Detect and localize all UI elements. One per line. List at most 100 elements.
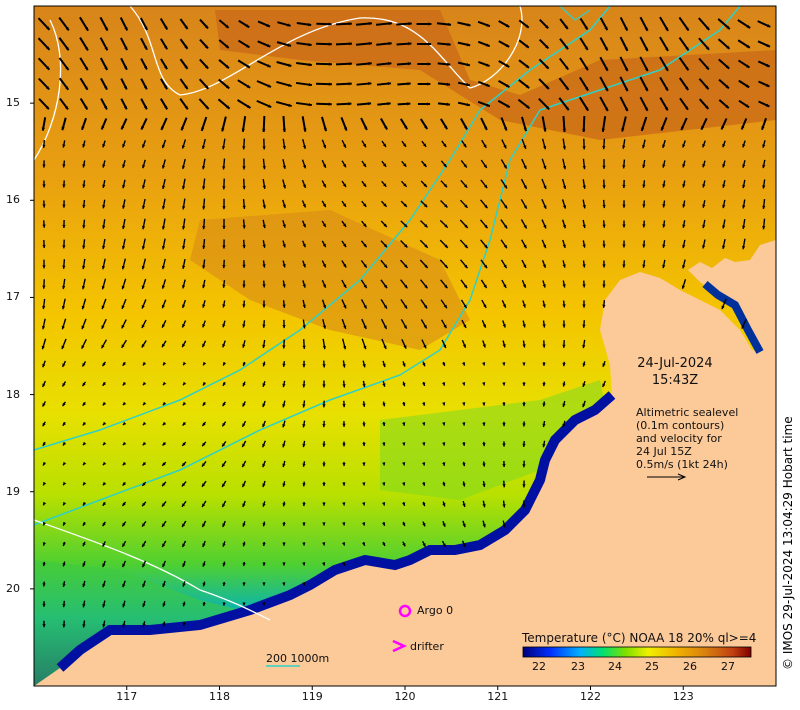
velocity-arrowhead [262, 264, 266, 268]
velocity-arrowhead [102, 441, 107, 446]
velocity-arrowhead [222, 523, 226, 527]
velocity-arrowhead [102, 583, 106, 588]
velocity-arrowhead [447, 22, 452, 27]
velocity-arrowhead [364, 126, 368, 131]
velocity-arrowhead [162, 324, 166, 328]
velocity-arrowhead [382, 383, 386, 387]
velocity-arrowhead [102, 522, 106, 527]
velocity-arrowhead [202, 442, 206, 447]
velocity-arrowhead [382, 163, 387, 167]
velocity-arrowhead [322, 203, 326, 208]
velocity-arrowhead [543, 128, 547, 132]
velocity-arrowhead [543, 205, 547, 209]
velocity-arrowhead [42, 244, 46, 248]
velocity-arrowhead [462, 462, 466, 467]
velocity-arrowhead [486, 83, 490, 87]
velocity-arrowhead [363, 305, 367, 309]
velocity-arrowhead [341, 542, 346, 546]
velocity-arrowhead [183, 381, 187, 386]
velocity-arrowhead [562, 185, 567, 189]
velocity-arrowhead [582, 128, 586, 132]
velocity-arrowhead [348, 82, 352, 86]
velocity-arrowhead [104, 86, 108, 90]
velocity-arrowhead [62, 204, 66, 208]
velocity-arrowhead [582, 344, 586, 349]
velocity-arrowhead [322, 164, 326, 168]
isobath-200m [33, 5, 611, 451]
velocity-arrowhead [463, 284, 468, 289]
velocity-arrowhead [124, 26, 128, 31]
velocity-arrowhead [63, 481, 67, 486]
velocity-arrowhead [101, 126, 105, 130]
velocity-arrowhead [222, 543, 226, 547]
velocity-arrowhead [164, 65, 168, 70]
velocity-arrowhead [342, 462, 346, 467]
velocity-arrowhead [141, 305, 145, 309]
velocity-arrowhead [402, 382, 406, 387]
velocity-arrowhead [62, 184, 66, 188]
velocity-arrowhead [442, 422, 446, 426]
velocity-arrowhead [562, 128, 567, 132]
velocity-arrowhead [302, 263, 306, 268]
velocity-arrowhead [542, 344, 546, 348]
velocity-arrowhead [225, 85, 230, 89]
velocity-arrowhead [282, 165, 287, 169]
velocity-arrowhead [81, 285, 86, 290]
velocity-arrowhead [201, 165, 206, 170]
velocity-arrowhead [502, 324, 506, 328]
velocity-arrowhead [482, 442, 486, 447]
velocity-arrowhead [322, 325, 327, 329]
velocity-arrowhead [363, 345, 367, 350]
velocity-arrowhead [582, 383, 586, 387]
velocity-arrowhead [422, 422, 426, 426]
velocity-arrowhead [442, 482, 446, 487]
velocity-arrowhead [746, 64, 750, 68]
velocity-arrowhead [343, 127, 348, 131]
velocity-arrowhead [143, 105, 147, 110]
velocity-arrowhead [182, 622, 186, 627]
velocity-arrowhead [121, 285, 125, 290]
velocity-arrowhead [741, 245, 746, 250]
velocity-arrowhead [466, 83, 470, 87]
velocity-arrowhead [42, 422, 46, 427]
velocity-arrowhead [482, 463, 486, 467]
velocity-arrowhead [722, 164, 726, 168]
velocity-arrowhead [705, 105, 709, 109]
velocity-arrowhead [503, 144, 507, 149]
velocity-arrowhead [262, 363, 266, 367]
velocity-arrowhead [262, 344, 266, 349]
velocity-arrowhead [582, 205, 586, 209]
velocity-arrowhead [262, 244, 266, 248]
velocity-arrowhead [122, 205, 126, 209]
colorbar-tick: 22 [532, 660, 546, 673]
velocity-arrowhead [222, 264, 226, 269]
velocity-arrowhead [745, 104, 750, 108]
velocity-arrowhead [705, 85, 709, 90]
velocity-arrowhead [164, 85, 168, 90]
colorbar-tick: 26 [683, 660, 697, 673]
velocity-arrowhead [181, 503, 186, 507]
velocity-arrowhead [702, 245, 706, 249]
velocity-arrowhead [422, 442, 426, 446]
velocity-arrowhead [203, 381, 207, 386]
velocity-arrowhead [242, 382, 246, 387]
velocity-arrowhead [143, 85, 147, 90]
velocity-arrowhead [424, 224, 428, 228]
velocity-arrowhead [545, 85, 549, 89]
velocity-arrowhead [262, 304, 266, 308]
velocity-arrowhead [624, 87, 628, 92]
velocity-arrowhead [582, 244, 586, 248]
velocity-arrowhead [505, 43, 510, 47]
velocity-arrowhead [486, 23, 490, 27]
velocity-arrowhead [142, 623, 146, 627]
velocity-arrowhead [62, 542, 66, 546]
velocity-arrowhead [63, 522, 67, 526]
velocity-arrowhead [65, 46, 69, 51]
velocity-arrowhead [682, 204, 686, 208]
velocity-arrowhead [122, 543, 126, 547]
velocity-arrowhead [302, 404, 306, 408]
velocity-arrowhead [664, 106, 668, 111]
velocity-arrowhead [262, 582, 266, 586]
velocity-arrowhead [604, 107, 608, 112]
velocity-arrowhead [184, 65, 188, 69]
